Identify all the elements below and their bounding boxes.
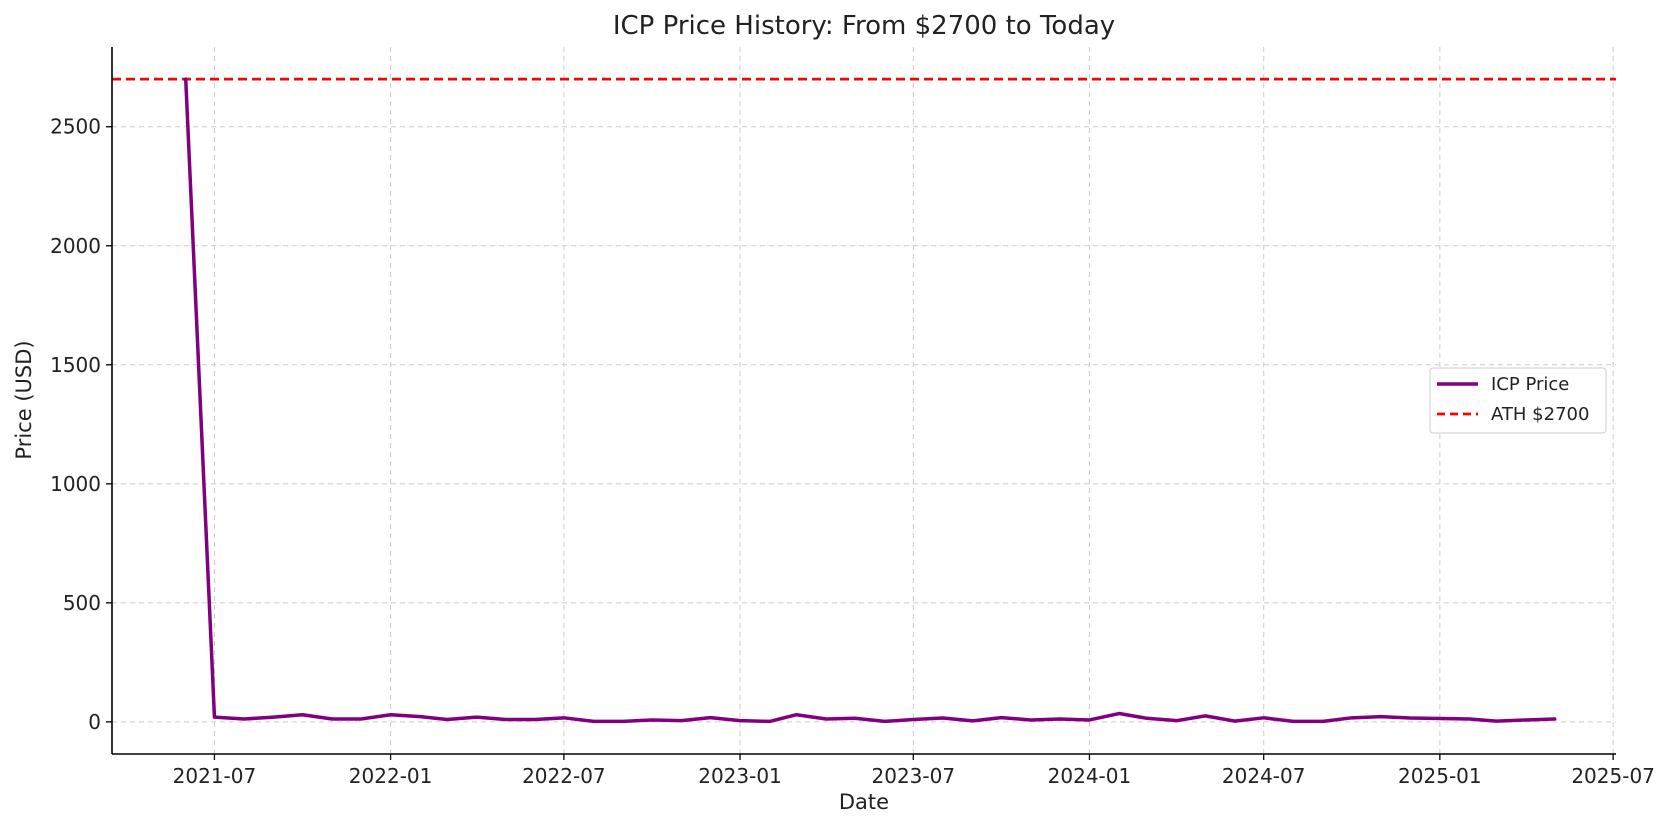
x-tick-label: 2023-07 [872,764,956,788]
grid [112,47,1616,754]
x-tick-label: 2024-07 [1222,764,1306,788]
x-tick-label: 2024-01 [1048,764,1132,788]
y-tick-label: 2000 [50,234,101,258]
x-tick-label: 2021-07 [173,764,257,788]
x-tick-label: 2022-07 [522,764,606,788]
legend: ICP Price ATH $2700 [1430,368,1606,433]
y-tick-label: 2500 [50,115,101,139]
x-ticks: 2021-07 2022-01 2022-07 2023-01 2023-07 2024-… [173,754,1655,788]
axes [112,47,1616,754]
y-tick-label: 1500 [50,353,101,377]
legend-label-icp-price: ICP Price [1491,374,1569,395]
y-tick-label: 0 [88,710,101,734]
x-axis-label: Date [839,790,889,814]
x-tick-label: 2023-01 [698,764,782,788]
x-tick-label: 2025-07 [1571,764,1655,788]
y-ticks: 0 500 1000 1500 2000 2500 [50,115,112,734]
x-tick-label: 2022-01 [349,764,433,788]
x-tick-label: 2025-01 [1398,764,1482,788]
y-tick-label: 1000 [50,472,101,496]
legend-label-ath: ATH $2700 [1491,404,1589,425]
y-axis-label: Price (USD) [12,340,36,459]
y-tick-label: 500 [63,591,101,615]
chart-title: ICP Price History: From $2700 to Today [613,11,1115,41]
